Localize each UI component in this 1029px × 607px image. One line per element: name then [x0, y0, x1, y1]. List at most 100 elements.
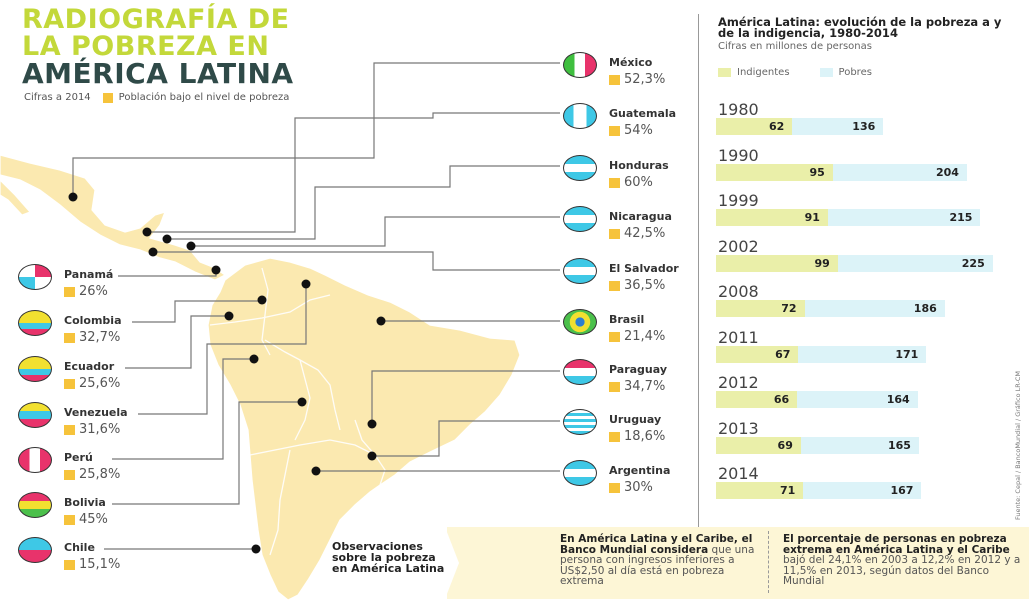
map-mexico	[0, 154, 227, 281]
poverty-percent: 32,7%	[79, 330, 121, 345]
country-value: 25,6%	[64, 376, 120, 391]
country-venezuela: Venezuela 31,6%	[18, 402, 178, 440]
legend-item-pobres: Pobres	[819, 67, 872, 78]
poverty-swatch	[609, 177, 620, 188]
bar-row: 62 136	[716, 118, 884, 135]
poverty-percent: 60%	[624, 175, 653, 190]
poverty-swatch	[64, 514, 75, 525]
venezuela-flag-icon	[18, 402, 52, 428]
poverty-swatch	[609, 280, 620, 291]
poverty-swatch	[609, 482, 620, 493]
uruguay-flag-icon	[563, 409, 597, 435]
country-colombia: Colombia 32,7%	[18, 310, 178, 348]
marker-honduras	[162, 234, 172, 244]
year-label: 2011	[718, 327, 759, 347]
year-label: 2002	[718, 236, 759, 256]
marker-nicaragua	[186, 241, 196, 251]
country-value: 42,5%	[609, 226, 665, 241]
poverty-percent: 21,4%	[624, 329, 666, 344]
poverty-percent: 54%	[624, 123, 653, 138]
poverty-percent: 15,1%	[79, 557, 121, 572]
observations-arrow	[445, 527, 459, 599]
legend-swatch-indigentes	[718, 68, 731, 77]
title-line-3: AMÉRICA LATINA	[22, 57, 294, 90]
marker-peru	[249, 354, 259, 364]
bar-row: 72 186	[716, 300, 945, 317]
ecuador-flag-icon	[18, 356, 52, 382]
observation-1-bold: En América Latina y el Caribe, el Banco …	[560, 533, 753, 556]
bar-indigentes	[716, 163, 833, 181]
value-label-pobres: 164	[886, 393, 910, 406]
value-label-pobres: 186	[913, 302, 937, 315]
column-divider	[698, 14, 699, 534]
leader-honduras	[167, 165, 560, 240]
marker-venezuela	[301, 279, 311, 289]
country-name: Venezuela	[64, 406, 128, 419]
country-value: 34,7%	[609, 379, 665, 394]
poverty-swatch	[609, 431, 620, 442]
country-value: 18,6%	[609, 429, 665, 444]
country-name: Uruguay	[609, 413, 662, 426]
mexico-flag-icon	[563, 52, 597, 78]
chart-subtitle: Cifras en millones de personas	[718, 41, 872, 52]
bar-row: 66 164	[716, 391, 918, 408]
infographic-title: RADIOGRAFÍA DE LA POBREZA EN AMÉRICA LAT…	[22, 6, 294, 90]
poverty-legend-label: Población bajo el nivel de pobreza	[118, 92, 290, 103]
observation-1-text: que una persona con ingresos inferiores …	[560, 543, 755, 587]
observation-2-bold: El porcentaje de personas en pobreza ext…	[783, 533, 1010, 556]
nicaragua-flag-icon	[563, 206, 597, 232]
country-name: Perú	[64, 451, 93, 464]
value-label-indigentes: 66	[773, 393, 790, 406]
country-value: 31,6%	[64, 422, 120, 437]
country-ecuador: Ecuador 25,6%	[18, 356, 178, 394]
map-baja	[0, 179, 32, 216]
chile-flag-icon	[18, 537, 52, 563]
marker-elsalvador	[148, 247, 158, 257]
marker-bolivia	[297, 397, 307, 407]
country-value: 54%	[609, 123, 653, 138]
value-label-indigentes: 99	[814, 256, 830, 270]
map	[0, 62, 560, 601]
country-value: 30%	[609, 480, 653, 495]
value-label-indigentes: 69	[777, 438, 793, 452]
poverty-percent: 52,3%	[624, 72, 666, 87]
paraguay-flag-icon	[563, 359, 597, 385]
legend-label: Indigentes	[737, 67, 790, 78]
title-line-2: LA POBREZA EN	[22, 31, 270, 62]
leader-mexico	[72, 62, 560, 197]
year-label: 1980	[718, 100, 759, 119]
marker-paraguay	[367, 419, 377, 429]
poverty-percent: 31,6%	[79, 422, 121, 437]
country-value: 45%	[64, 512, 108, 527]
leader-colombia	[132, 300, 262, 323]
poverty-percent: 36,5%	[624, 278, 666, 293]
country-paraguay: Paraguay 34,7%	[563, 359, 723, 397]
chart-title: América Latina: evolución de la pobreza …	[718, 15, 1002, 40]
elsalvador-flag-icon	[563, 258, 597, 284]
brasil-flag-icon	[563, 309, 597, 335]
country-name: Panamá	[64, 268, 114, 281]
poverty-swatch	[64, 332, 75, 343]
legend-swatch-pobres	[819, 68, 833, 77]
leader-ecuador	[125, 315, 229, 369]
observations-title: Observaciones sobre la pobreza en Améric…	[332, 540, 445, 575]
poverty-swatch	[609, 74, 620, 85]
legend-label: Pobres	[838, 67, 872, 78]
country-guatemala: Guatemala 54%	[563, 103, 723, 141]
year-label: 2012	[718, 373, 759, 392]
poverty-percent: 45%	[79, 512, 108, 527]
poverty-swatch	[64, 286, 75, 297]
country-value: 15,1%	[64, 557, 120, 572]
country-name: Ecuador	[64, 360, 115, 373]
year-label: 1990	[718, 145, 759, 165]
guatemala-flag-icon	[563, 103, 597, 129]
bar-row: 95 204	[716, 163, 967, 181]
poverty-swatch	[64, 378, 75, 389]
year-label: 2008	[718, 282, 759, 301]
country-name: Brasil	[609, 313, 645, 326]
legend-item-indigentes: Indigentes	[718, 67, 790, 78]
bar-row: 69 165	[716, 436, 919, 454]
country-mexico: México 52,3%	[563, 52, 723, 90]
value-label-indigentes: 95	[809, 165, 825, 179]
poverty-percent: 18,6%	[624, 429, 666, 444]
